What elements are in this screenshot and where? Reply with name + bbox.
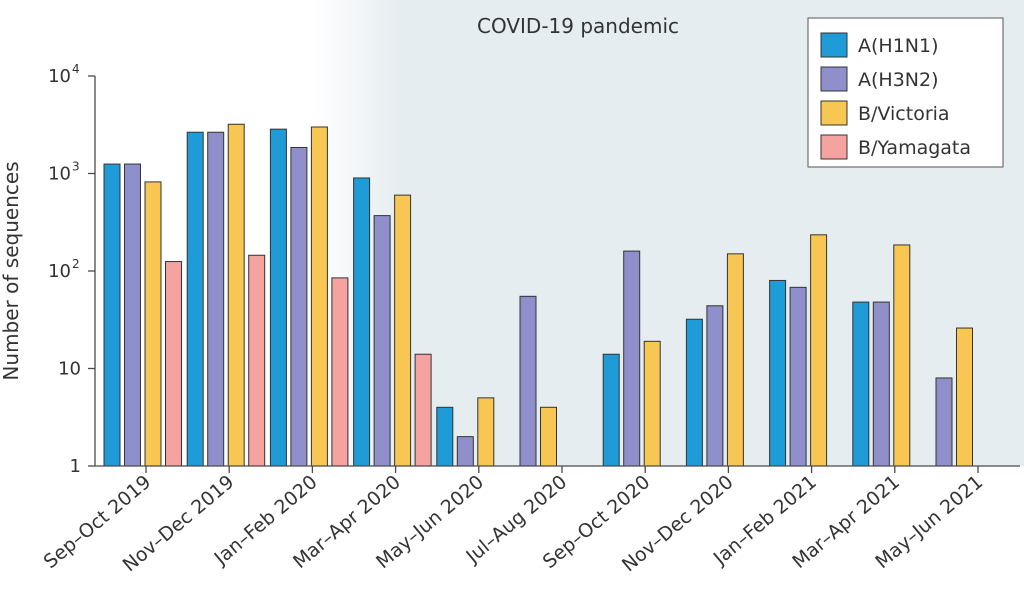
bar-a-h1n1-mar-apr-2020 bbox=[353, 177, 371, 467]
bar-a-h1n1-jan-feb-2021 bbox=[769, 279, 787, 467]
y-tick-exponent: 4 bbox=[72, 62, 80, 76]
bar-b-victoria-mar-apr-2021 bbox=[893, 244, 911, 467]
bar-b-victoria-mar-apr-2020 bbox=[394, 194, 412, 467]
legend-swatch-b-yamagata bbox=[820, 134, 848, 160]
y-axis-label: Number of sequences bbox=[0, 161, 23, 380]
bar-a-h3n2-mar-apr-2020 bbox=[373, 215, 391, 467]
pandemic-annotation: COVID-19 pandemic bbox=[477, 14, 679, 38]
bar-b-yamagata-nov-dec-2019 bbox=[248, 254, 266, 467]
bar-b-victoria-may-jun-2021 bbox=[956, 327, 973, 467]
legend-label-b-victoria: B/Victoria bbox=[858, 103, 950, 125]
bar-b-victoria-jan-feb-2020 bbox=[310, 126, 328, 467]
bar-a-h3n2-mar-apr-2021 bbox=[872, 301, 890, 467]
y-tick-exponent: 3 bbox=[72, 160, 80, 174]
y-tick-label: 10 bbox=[48, 261, 71, 282]
legend-label-a-h3n2: A(H3N2) bbox=[858, 69, 939, 91]
bar-a-h3n2-sep-oct-2019 bbox=[124, 163, 141, 467]
bar-b-yamagata-mar-apr-2020 bbox=[414, 353, 432, 467]
bar-a-h3n2-sep-oct-2020 bbox=[623, 250, 641, 467]
legend-label-a-h1n1: A(H1N1) bbox=[858, 35, 939, 57]
legend-swatch-a-h1n1 bbox=[820, 32, 848, 58]
bar-a-h3n2-nov-dec-2020 bbox=[706, 305, 724, 467]
bar-a-h1n1-mar-apr-2021 bbox=[852, 301, 870, 467]
bar-a-h1n1-jan-feb-2020 bbox=[269, 128, 287, 467]
legend-swatch-b-victoria bbox=[820, 100, 848, 126]
bars-layer bbox=[103, 123, 973, 467]
bar-a-h3n2-nov-dec-2019 bbox=[207, 131, 225, 467]
bar-a-h3n2-jul-aug-2020 bbox=[519, 295, 537, 467]
y-tick-label: 10 bbox=[58, 359, 81, 380]
bar-a-h3n2-may-jun-2021 bbox=[935, 377, 953, 467]
bar-a-h3n2-may-jun-2020 bbox=[456, 436, 474, 467]
bar-b-victoria-sep-oct-2020 bbox=[643, 340, 661, 467]
bar-a-h3n2-jan-feb-2020 bbox=[290, 146, 308, 467]
bar-a-h1n1-sep-oct-2020 bbox=[602, 353, 620, 467]
bar-b-yamagata-jan-feb-2020 bbox=[331, 277, 349, 467]
bar-a-h1n1-sep-oct-2019 bbox=[103, 163, 121, 467]
legend: A(H1N1) A(H3N2) B/Victoria B/Yamagata bbox=[807, 17, 1004, 168]
legend-swatch-a-h3n2 bbox=[820, 66, 848, 92]
y-tick-exponent: 2 bbox=[72, 257, 80, 271]
y-tick-label: 10 bbox=[48, 164, 71, 185]
bar-b-yamagata-sep-oct-2019 bbox=[165, 261, 182, 467]
bar-a-h1n1-may-jun-2020 bbox=[436, 406, 454, 467]
bar-a-h1n1-nov-dec-2019 bbox=[186, 131, 204, 467]
bar-b-victoria-nov-dec-2019 bbox=[227, 123, 245, 467]
legend-items: A(H1N1) A(H3N2) B/Victoria B/Yamagata bbox=[820, 32, 971, 160]
y-tick-label: 1 bbox=[70, 456, 81, 477]
bar-a-h3n2-jan-feb-2021 bbox=[789, 286, 807, 467]
legend-label-b-yamagata: B/Yamagata bbox=[858, 137, 971, 159]
y-tick-label: 10 bbox=[48, 66, 71, 87]
bar-b-victoria-nov-dec-2020 bbox=[726, 253, 744, 467]
bar-b-victoria-sep-oct-2019 bbox=[144, 181, 162, 467]
bar-b-victoria-jul-aug-2020 bbox=[540, 406, 557, 467]
bar-b-victoria-jan-feb-2021 bbox=[810, 234, 828, 467]
bar-a-h1n1-nov-dec-2020 bbox=[685, 318, 703, 467]
bar-b-victoria-may-jun-2020 bbox=[477, 397, 495, 467]
